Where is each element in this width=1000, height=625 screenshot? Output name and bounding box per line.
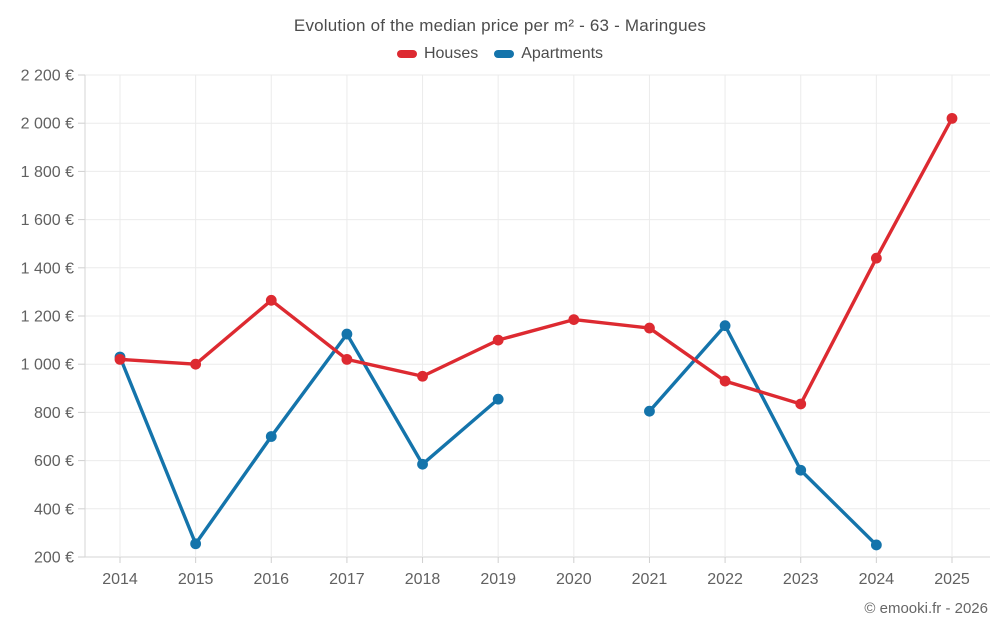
attribution: © emooki.fr - 2026 xyxy=(864,600,988,617)
houses-point-2022[interactable] xyxy=(719,375,731,387)
x-tick-label: 2021 xyxy=(632,571,668,588)
houses-point-2023[interactable] xyxy=(795,398,807,410)
y-tick-label: 800 € xyxy=(34,405,74,422)
y-tick-label: 1 600 € xyxy=(21,212,74,229)
houses-point-2018[interactable] xyxy=(417,370,428,382)
apartments-point-2023[interactable] xyxy=(795,464,807,476)
apartments-point-2016[interactable] xyxy=(265,431,277,442)
houses-point-2020[interactable] xyxy=(568,314,580,326)
series-apartments xyxy=(114,320,882,551)
y-tick-label: 1 800 € xyxy=(21,164,74,181)
houses-point-2019[interactable] xyxy=(492,334,504,346)
y-tick-label: 2 000 € xyxy=(21,116,74,133)
x-tick-label: 2015 xyxy=(178,571,214,588)
y-tick-label: 2 200 € xyxy=(21,68,74,85)
apartments-point-2024[interactable] xyxy=(870,539,882,551)
series-houses xyxy=(114,112,958,410)
x-tick-label: 2019 xyxy=(480,571,516,588)
chart-legend: Houses Apartments xyxy=(0,45,1000,63)
houses-point-2025[interactable] xyxy=(946,112,958,124)
x-tick-label: 2022 xyxy=(707,571,743,588)
y-tick-label: 200 € xyxy=(34,550,74,567)
apartments-line xyxy=(118,332,500,546)
houses-point-2014[interactable] xyxy=(114,353,126,365)
apartments-line xyxy=(647,323,879,547)
y-tick-label: 600 € xyxy=(34,453,74,470)
x-tick-label: 2014 xyxy=(102,571,138,588)
x-tick-label: 2018 xyxy=(405,571,441,588)
apartments-point-2019[interactable] xyxy=(492,393,504,405)
legend-swatch-apartments xyxy=(494,50,515,58)
legend-item-houses[interactable]: Houses xyxy=(396,45,479,63)
legend-swatch-houses xyxy=(396,50,417,58)
legend-label: Houses xyxy=(423,45,479,62)
y-tick-label: 1 000 € xyxy=(21,357,74,374)
x-tick-label: 2024 xyxy=(859,571,895,588)
apartments-point-2017[interactable] xyxy=(341,328,353,340)
legend-label: Apartments xyxy=(521,45,604,62)
chart-title: Evolution of the median price per m² - 6… xyxy=(293,16,707,35)
y-tick-label: 400 € xyxy=(34,501,74,518)
houses-point-2024[interactable] xyxy=(870,252,882,264)
gridlines xyxy=(85,74,990,558)
y-tick-label: 1 400 € xyxy=(21,260,74,277)
houses-point-2021[interactable] xyxy=(644,322,655,334)
legend-item-apartments[interactable]: Apartments xyxy=(494,45,603,63)
series-layer xyxy=(114,112,958,551)
houses-line xyxy=(118,116,954,406)
x-tick-label: 2016 xyxy=(253,571,289,588)
apartments-point-2018[interactable] xyxy=(417,458,428,470)
apartments-point-2015[interactable] xyxy=(190,538,202,550)
x-tick-label: 2017 xyxy=(329,571,365,588)
x-tick-label: 2023 xyxy=(783,571,819,588)
houses-point-2016[interactable] xyxy=(265,294,277,306)
apartments-point-2022[interactable] xyxy=(719,320,731,332)
houses-point-2017[interactable] xyxy=(341,353,353,365)
houses-point-2015[interactable] xyxy=(190,358,202,370)
x-tick-label: 2020 xyxy=(556,571,592,588)
y-tick-label: 1 200 € xyxy=(21,309,74,326)
x-tick-label: 2025 xyxy=(934,571,970,588)
axes: 200 € 400 € 600 € 800 € 1 000 € 1 200 € 1 400 … xyxy=(21,68,970,589)
apartments-point-2021[interactable] xyxy=(644,405,655,417)
